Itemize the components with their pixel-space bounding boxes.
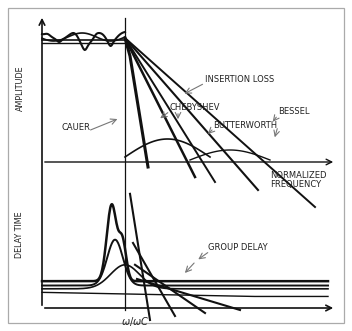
Text: AMPLITUDE: AMPLITUDE xyxy=(15,66,25,111)
Text: INSERTION LOSS: INSERTION LOSS xyxy=(205,75,274,84)
Text: BESSEL: BESSEL xyxy=(278,108,309,117)
Text: DELAY TIME: DELAY TIME xyxy=(15,212,25,258)
Text: CHEBYSHEV: CHEBYSHEV xyxy=(170,104,220,113)
Text: $\omega/\omega C$: $\omega/\omega C$ xyxy=(121,315,149,328)
Text: NORMALIZED: NORMALIZED xyxy=(270,170,327,179)
Text: FREQUENCY: FREQUENCY xyxy=(270,180,321,190)
Text: BUTTERWORTH: BUTTERWORTH xyxy=(213,120,277,129)
Text: GROUP DELAY: GROUP DELAY xyxy=(208,244,268,253)
Text: CAUER: CAUER xyxy=(62,123,91,132)
